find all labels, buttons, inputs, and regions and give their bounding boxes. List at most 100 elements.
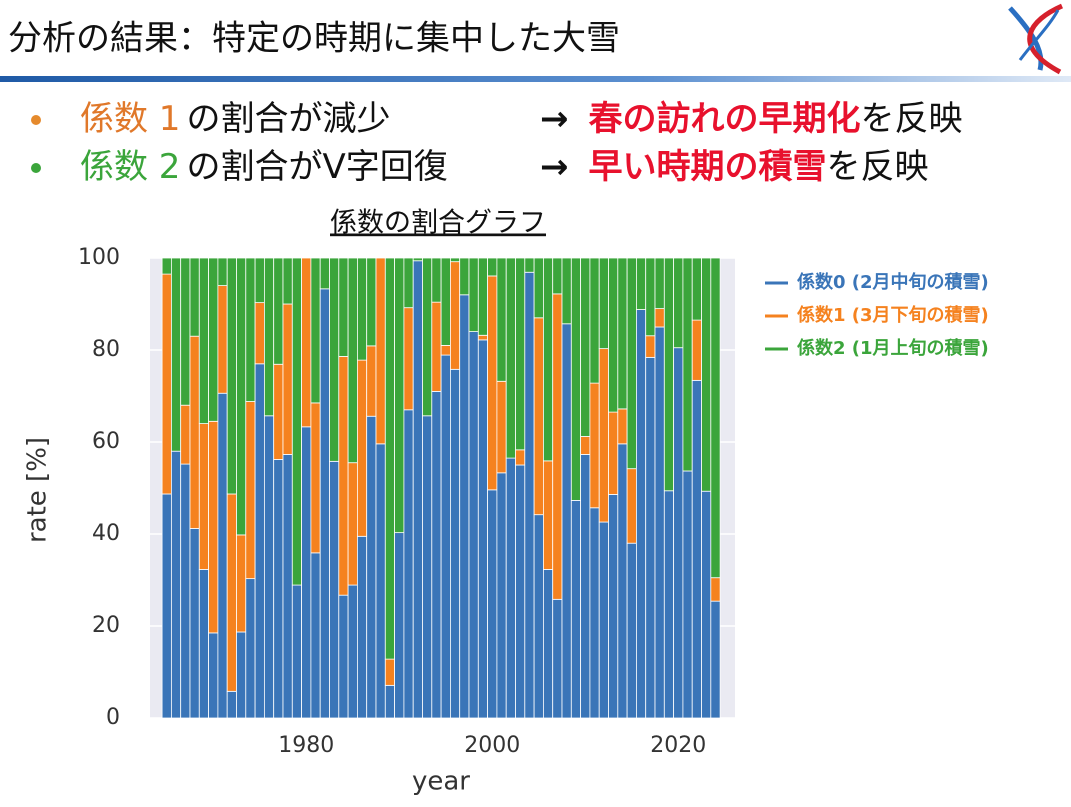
bar-segment (487, 489, 498, 719)
bar-segment (236, 631, 247, 719)
bar-segment (654, 308, 665, 328)
bar-segment (561, 323, 572, 719)
bar-segment (170, 257, 182, 452)
bar-segment (617, 443, 628, 719)
bar-segment (617, 257, 628, 410)
bar-segment (710, 600, 721, 719)
bar-segment (654, 257, 665, 309)
bar-segment (496, 257, 507, 382)
bar-segment (282, 303, 293, 455)
bar-segment (338, 356, 349, 596)
bar-segment (412, 260, 423, 719)
y-tick-label: 40 (92, 521, 120, 546)
bar-segment (217, 257, 228, 287)
bar-segment (180, 463, 191, 719)
bar-segment (357, 257, 368, 361)
bar-segment (617, 408, 628, 445)
bar-segment (543, 460, 554, 570)
bar-segment (682, 257, 693, 472)
bar-segment (589, 507, 600, 719)
bullet-dot (31, 163, 41, 173)
bar-segment (384, 658, 396, 686)
bullet-text: の割合がV字回復 (186, 147, 447, 187)
bar-segment (375, 257, 386, 445)
bar-segment (496, 472, 507, 719)
bar-segment (468, 257, 479, 332)
bar-segment (338, 257, 349, 357)
bar-segment (505, 257, 516, 459)
bar-segment (384, 257, 396, 660)
bullet-tail: を反映 (827, 147, 929, 187)
bar-segment (366, 345, 377, 417)
bar-segment (394, 532, 405, 719)
bar-segment (598, 257, 609, 350)
bar-segment (515, 449, 526, 466)
bar-segment (282, 257, 293, 305)
legend-label: 係数2 (1月上旬の積雪) (797, 337, 989, 359)
bar-segment (347, 257, 358, 464)
bar-segment (319, 257, 330, 290)
bar-segment (263, 415, 275, 719)
bar-segment (440, 344, 451, 356)
bar-segment (347, 462, 358, 586)
bar-segment (691, 319, 702, 381)
bar-segment (691, 379, 702, 719)
bar-segment (403, 307, 414, 411)
bar-segment (552, 257, 563, 295)
bar-segment (477, 257, 489, 336)
bar-segment (533, 514, 544, 719)
bar-segment (598, 521, 609, 719)
bar-segment (180, 404, 191, 465)
chart-title: 係数の割合グラフ (330, 208, 546, 239)
bar-segment (673, 347, 684, 719)
bar-segment (552, 598, 563, 719)
bar-segment (710, 257, 721, 579)
y-tick-label: 100 (78, 245, 120, 270)
bar-segment (180, 257, 191, 406)
bar-segment (226, 257, 237, 495)
bar-segment (515, 464, 526, 719)
bullet: 係数 1 の割合が減少 (80, 99, 390, 139)
bar-segment (226, 493, 237, 692)
x-tick-label: 2000 (464, 733, 520, 758)
bar-segment (589, 257, 600, 384)
bar-segment (636, 257, 647, 310)
bar-segment (626, 542, 637, 719)
bar-segment (626, 468, 637, 544)
bar-segment (394, 257, 405, 534)
bar-segment (645, 257, 656, 337)
bar-segment (208, 632, 219, 719)
bar-segment (450, 368, 461, 719)
legend-label: 係数0 (2月中旬の積雪) (797, 271, 989, 293)
bar-segment (170, 450, 182, 719)
y-tick-label: 0 (106, 705, 120, 730)
bar-segment (198, 569, 209, 719)
bar-segment (710, 577, 721, 602)
bar-segment (450, 261, 461, 370)
bar-segment (608, 494, 619, 719)
bar-segment (208, 257, 219, 422)
bar-segment (645, 335, 656, 358)
bar-segment (505, 457, 516, 719)
bar-segment (375, 443, 386, 719)
bar-segment (236, 257, 247, 536)
slide-title: 分析の結果：特定の時期に集中した大雪 (8, 19, 620, 59)
bar-segment (357, 359, 368, 537)
bullet-tail: を反映 (861, 99, 963, 139)
bar-segment (245, 578, 256, 719)
bar-segment (608, 411, 619, 495)
bullet-dot (31, 115, 41, 125)
bar-segment (245, 257, 256, 402)
bar-segment (254, 363, 265, 719)
bar-segment (580, 436, 591, 455)
bar-segment (254, 257, 265, 304)
bar-segment (543, 569, 554, 719)
bar-segment (189, 257, 200, 337)
bar-segment (310, 402, 321, 554)
bullet-result: → 春の訪れの早期化を反映 (540, 99, 963, 139)
highlight: 早い時期の積雪 (589, 147, 827, 187)
bar-segment (636, 309, 647, 719)
header-rule (0, 76, 1071, 82)
